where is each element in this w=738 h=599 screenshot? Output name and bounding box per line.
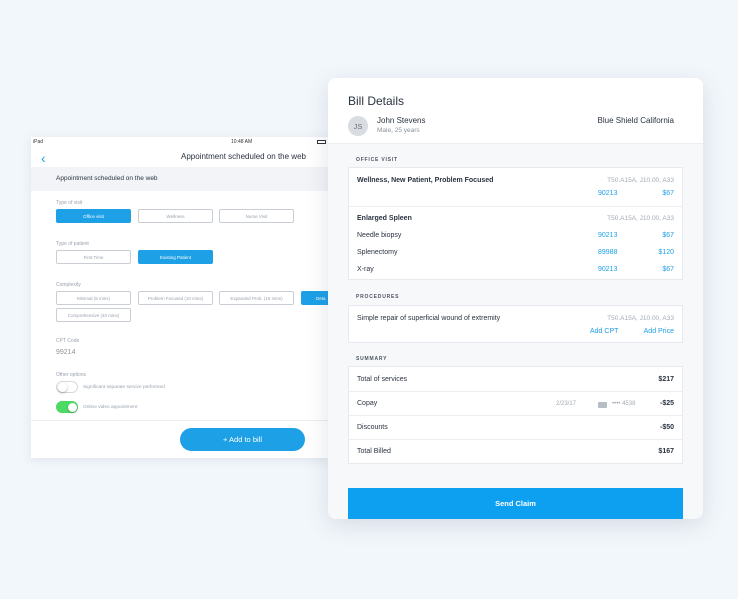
complexity-option-comprehensive[interactable]: Comprehensive (40 mins): [56, 308, 131, 322]
copay-label: Copay: [357, 400, 378, 407]
item-cpt[interactable]: 90213: [598, 232, 618, 239]
bill-details-card: Bill Details JS John Stevens Male, 25 ye…: [328, 78, 703, 519]
complexity-option-problem-focused[interactable]: Problem Focused (10 mins): [138, 291, 213, 305]
toggle-online-video[interactable]: [56, 401, 78, 413]
visit-option-wellness[interactable]: Wellness: [138, 209, 213, 223]
divider: [349, 391, 682, 392]
visit-1-title: Wellness, New Patient, Problem Focused: [357, 177, 494, 184]
credit-card-icon: [598, 402, 607, 408]
copay-date: 2/23/17: [556, 401, 577, 407]
nav-bar: ‹ Appointment scheduled on the web: [31, 147, 332, 171]
section-header: Appointment scheduled on the web: [31, 167, 332, 191]
discounts-value: -$50: [659, 424, 674, 431]
item-price[interactable]: $120: [658, 249, 674, 256]
total-billed-value: $167: [658, 448, 674, 455]
item-name: Needle biopsy: [357, 232, 402, 239]
item-name: Splenectomy: [357, 249, 398, 256]
complexity-label: Complexity: [56, 282, 81, 288]
battery-icon: [317, 140, 326, 144]
procedures-panel: Simple repair of superficial wound of ex…: [348, 305, 683, 343]
add-price-link[interactable]: Add Price: [643, 328, 674, 335]
patient-option-first-time[interactable]: First Time: [56, 250, 131, 264]
nav-title: Appointment scheduled on the web: [181, 152, 306, 161]
add-to-bill-button[interactable]: + Add to bill: [180, 428, 305, 451]
item-cpt[interactable]: 90213: [598, 266, 618, 273]
complexity-option-expanded[interactable]: Expanded Prob. (15 mins): [219, 291, 294, 305]
total-billed-label: Total Billed: [357, 448, 391, 455]
toggle-online-video-label: Online video appointment: [83, 405, 138, 410]
cpt-code-label: CPT Code: [56, 338, 80, 344]
cpt-code-value: 99214: [56, 349, 76, 356]
bill-header: Bill Details JS John Stevens Male, 25 ye…: [328, 78, 703, 144]
office-visit-heading: OFFICE VISIT: [356, 157, 398, 163]
visit-2-codes[interactable]: T50.A15A, J10.00, A33: [607, 215, 674, 222]
office-visit-panel: Wellness, New Patient, Problem Focused T…: [348, 167, 683, 280]
summary-panel: Total of services $217 Copay 2/23/17 •••…: [348, 366, 683, 464]
total-services-value: $217: [658, 376, 674, 383]
type-of-visit-label: Type of visit: [56, 200, 83, 206]
visit-option-nurse[interactable]: Nurse Visit: [219, 209, 294, 223]
discounts-label: Discounts: [357, 424, 388, 431]
visit-option-office[interactable]: Office visit: [56, 209, 131, 223]
item-price[interactable]: $67: [662, 266, 674, 273]
procedure-codes[interactable]: T50.A15A, J10.00, A33: [607, 315, 674, 322]
status-time: 10:48 AM: [231, 139, 253, 145]
divider: [349, 439, 682, 440]
divider: [349, 415, 682, 416]
item-name: X-ray: [357, 266, 374, 273]
item-cpt[interactable]: 89988: [598, 249, 618, 256]
toggle-separate-service-label: Significant separate service performed: [83, 385, 165, 390]
other-options-label: Other options: [56, 372, 87, 378]
summary-heading: SUMMARY: [356, 356, 388, 362]
visit-1-price[interactable]: $67: [662, 190, 674, 197]
status-carrier: iPad: [33, 139, 44, 145]
visit-1-codes[interactable]: T50.A15A, J10.00, A33: [607, 177, 674, 184]
patient-name: John Stevens: [377, 116, 426, 125]
page-title: Bill Details: [348, 94, 405, 108]
copay-card: •••• 4538: [612, 401, 636, 407]
section-header-text: Appointment scheduled on the web: [56, 175, 158, 182]
ipad-appointment-screen: iPad 10:48 AM ‹ Appointment scheduled on…: [31, 137, 332, 458]
total-services-label: Total of services: [357, 376, 408, 383]
patient-option-existing[interactable]: Existing Patient: [138, 250, 213, 264]
avatar: JS: [348, 116, 368, 136]
patient-meta: Male, 25 years: [377, 127, 420, 134]
status-bar: iPad 10:48 AM: [31, 137, 332, 147]
insurer-name: Blue Shield California: [597, 116, 675, 125]
item-price[interactable]: $67: [662, 232, 674, 239]
bill-body: OFFICE VISIT Wellness, New Patient, Prob…: [328, 144, 703, 519]
divider: [349, 206, 682, 207]
copay-value: -$25: [659, 400, 674, 407]
visit-2-title: Enlarged Spleen: [357, 215, 412, 222]
visit-1-cpt[interactable]: 90213: [598, 190, 618, 197]
complexity-option-detailed[interactable]: Deta: [301, 291, 332, 305]
complexity-option-minimal[interactable]: Minimal (5 mins): [56, 291, 131, 305]
add-cpt-link[interactable]: Add CPT: [590, 328, 619, 335]
bottom-bar: + Add to bill: [31, 420, 332, 458]
procedures-heading: PROCEDURES: [356, 294, 400, 300]
procedure-title: Simple repair of superficial wound of ex…: [357, 315, 501, 322]
send-claim-button[interactable]: Send Claim: [348, 488, 683, 519]
back-chevron-icon[interactable]: ‹: [41, 150, 46, 166]
type-of-patient-label: Type of patient: [56, 241, 89, 247]
toggle-separate-service[interactable]: [56, 381, 78, 393]
